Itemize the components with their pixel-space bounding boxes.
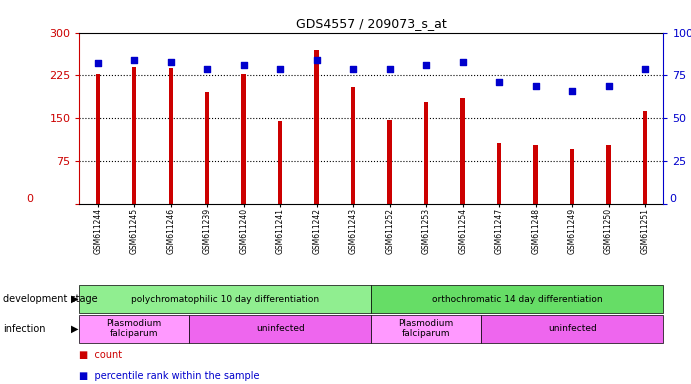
Bar — [460, 98, 465, 204]
Text: ■  percentile rank within the sample: ■ percentile rank within the sample — [79, 371, 260, 381]
Text: uninfected: uninfected — [548, 324, 596, 333]
Point — [129, 57, 140, 63]
Point — [238, 62, 249, 68]
Point — [274, 65, 285, 71]
Bar — [351, 87, 355, 204]
Text: Plasmodium
falciparum: Plasmodium falciparum — [106, 319, 162, 338]
Point — [202, 65, 213, 71]
Point — [92, 60, 103, 66]
Text: orthochromatic 14 day differentiation: orthochromatic 14 day differentiation — [432, 295, 603, 304]
Bar — [570, 149, 574, 204]
Point — [603, 83, 614, 89]
Point — [457, 59, 468, 65]
Bar — [607, 145, 611, 204]
Point — [311, 57, 322, 63]
Text: ▶: ▶ — [71, 294, 78, 304]
Bar — [278, 121, 283, 204]
Point — [493, 79, 504, 85]
Bar — [643, 111, 647, 204]
Text: uninfected: uninfected — [256, 324, 305, 333]
Text: infection: infection — [3, 324, 46, 334]
Point — [421, 62, 432, 68]
Title: GDS4557 / 209073_s_at: GDS4557 / 209073_s_at — [296, 17, 447, 30]
Text: 0: 0 — [26, 194, 32, 204]
Point — [165, 59, 176, 65]
Bar — [241, 74, 246, 204]
Point — [530, 83, 541, 89]
Bar — [314, 50, 319, 204]
Point — [348, 65, 359, 71]
Text: Plasmodium
falciparum: Plasmodium falciparum — [399, 319, 454, 338]
Bar — [424, 102, 428, 204]
Bar — [132, 67, 136, 204]
Text: polychromatophilic 10 day differentiation: polychromatophilic 10 day differentiatio… — [131, 295, 319, 304]
Bar — [95, 74, 100, 204]
Bar — [497, 142, 502, 204]
Bar — [205, 93, 209, 204]
Bar — [388, 120, 392, 204]
Point — [384, 65, 395, 71]
Text: ■  count: ■ count — [79, 350, 122, 360]
Bar — [169, 68, 173, 204]
Text: ▶: ▶ — [71, 324, 78, 334]
Text: 0: 0 — [669, 194, 676, 204]
Point — [640, 65, 651, 71]
Text: development stage: development stage — [3, 294, 98, 304]
Bar — [533, 145, 538, 204]
Point — [567, 88, 578, 94]
